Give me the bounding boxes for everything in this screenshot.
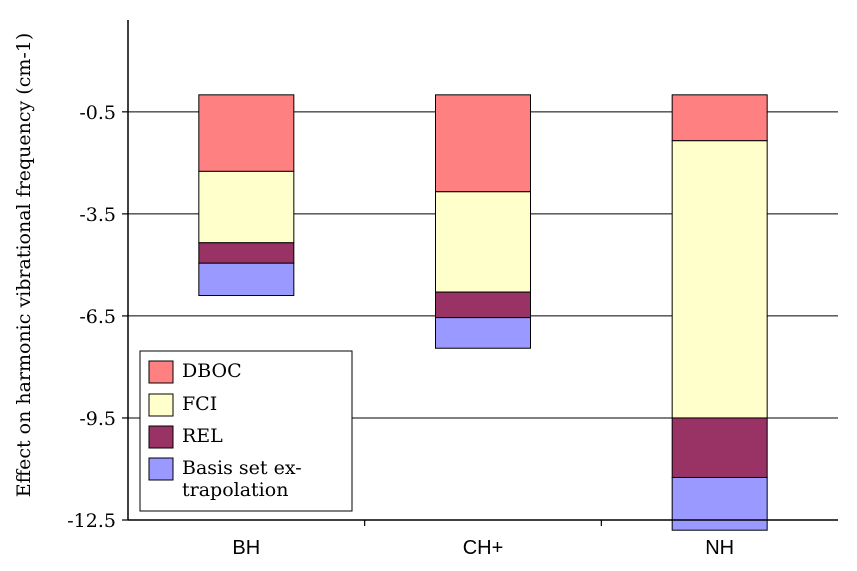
- y-tick-label: -3.5: [79, 204, 116, 226]
- bar-segment: [671, 140, 768, 419]
- x-tick-label: NH: [705, 537, 734, 559]
- bar-segment: [435, 291, 531, 319]
- legend-swatch: [148, 425, 174, 449]
- legend: DBOC FCI REL Basis set ex-trapolation: [139, 350, 353, 512]
- y-axis-label: Effect on harmonic vibrational frequency…: [13, 33, 35, 498]
- bar-segment: [671, 476, 768, 531]
- legend-label: DBOC: [182, 360, 242, 382]
- y-tick-label: -9.5: [79, 408, 116, 430]
- legend-label: REL: [182, 425, 223, 447]
- legend-box: [139, 350, 353, 512]
- legend-swatch: [148, 457, 174, 481]
- y-axis-ticks: -0.5 -3.5 -6.5 -9.5 -12.5: [67, 102, 128, 532]
- bar-segment: [198, 242, 295, 264]
- bar-segment: [671, 417, 768, 478]
- bar-segment: [198, 262, 295, 297]
- legend-label: Basis set ex-trapolation: [182, 457, 302, 501]
- bar-segment: [435, 317, 531, 349]
- x-axis-ticks: BH CH+ NH: [232, 520, 734, 559]
- bar-segment: [671, 94, 768, 142]
- bar-segment: [198, 170, 295, 244]
- y-tick-label: -6.5: [79, 306, 116, 328]
- legend-swatch: [148, 393, 174, 417]
- bar-segment: [198, 94, 295, 172]
- axes: [127, 20, 838, 521]
- y-tick-label: -12.5: [67, 510, 116, 532]
- x-tick-label: CH+: [463, 537, 504, 559]
- bars: [198, 94, 768, 531]
- bar-segment: [435, 94, 531, 193]
- bar-segment: [435, 191, 531, 293]
- legend-swatch: [148, 360, 174, 384]
- x-tick-label: BH: [232, 537, 260, 559]
- legend-label: FCI: [182, 393, 217, 415]
- y-tick-label: -0.5: [79, 102, 116, 124]
